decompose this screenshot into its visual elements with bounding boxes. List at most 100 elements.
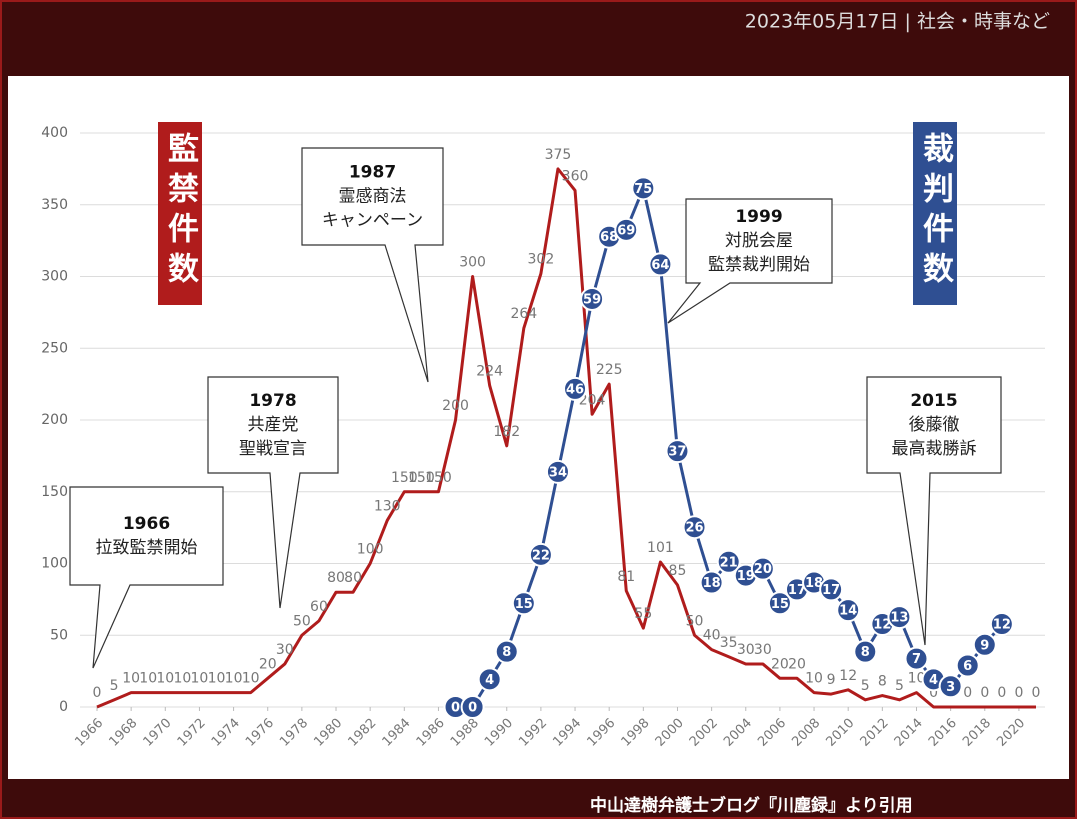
marker bbox=[460, 695, 485, 719]
marker-label: 15 bbox=[771, 597, 789, 612]
marker bbox=[716, 549, 741, 574]
value-label: 35 bbox=[720, 635, 738, 651]
callout-text: 霊感商法 bbox=[339, 187, 407, 207]
legend-label: 監禁件数 bbox=[162, 132, 199, 292]
marker-label: 59 bbox=[583, 292, 601, 307]
marker bbox=[887, 605, 912, 630]
marker-label: 22 bbox=[532, 548, 550, 563]
marker-label: 3 bbox=[946, 680, 955, 695]
marker bbox=[938, 674, 963, 699]
marker bbox=[580, 286, 605, 311]
marker bbox=[563, 376, 588, 401]
marker bbox=[682, 515, 707, 540]
callout bbox=[207, 376, 339, 609]
callout-title: 1978 bbox=[249, 391, 296, 411]
marker-label: 69 bbox=[617, 223, 635, 238]
value-label: 0 bbox=[929, 685, 938, 701]
callout bbox=[69, 486, 224, 669]
value-label: 40 bbox=[703, 628, 721, 644]
value-label: 264 bbox=[510, 306, 537, 322]
callout bbox=[301, 147, 444, 383]
value-label: 10 bbox=[191, 671, 209, 687]
value-label: 10 bbox=[139, 671, 157, 687]
value-label: 10 bbox=[908, 671, 926, 687]
callout-text: 後藤徹 bbox=[909, 415, 960, 435]
marker bbox=[648, 252, 673, 277]
callout-text: キャンペーン bbox=[322, 211, 423, 231]
value-label: 8 bbox=[878, 674, 887, 690]
value-label: 302 bbox=[528, 252, 555, 268]
marker-label: 75 bbox=[634, 182, 652, 197]
y-tick-label: 250 bbox=[41, 340, 68, 356]
marker-label: 9 bbox=[980, 638, 989, 653]
marker bbox=[699, 570, 724, 595]
value-label: 10 bbox=[156, 671, 174, 687]
marker-label: 14 bbox=[839, 604, 857, 619]
value-label: 0 bbox=[997, 685, 1006, 701]
marker-label: 0 bbox=[451, 701, 460, 716]
marker bbox=[819, 577, 844, 602]
header: 2023年05月17日 | 社会・時事など bbox=[745, 11, 1050, 33]
marker-label: 26 bbox=[685, 521, 703, 536]
value-label: 55 bbox=[634, 606, 652, 622]
y-tick-label: 300 bbox=[41, 269, 68, 285]
marker-label: 17 bbox=[822, 583, 840, 598]
y-tick-label: 150 bbox=[41, 484, 68, 500]
y-tick-label: 50 bbox=[50, 627, 68, 643]
marker-label: 8 bbox=[502, 645, 511, 660]
marker bbox=[836, 598, 861, 623]
callout-title: 1999 bbox=[735, 207, 782, 227]
marker-label: 15 bbox=[515, 597, 533, 612]
marker bbox=[750, 556, 775, 581]
value-label: 130 bbox=[374, 498, 401, 514]
marker bbox=[767, 591, 792, 616]
marker bbox=[989, 612, 1014, 637]
marker-label: 34 bbox=[549, 465, 567, 480]
value-label: 101 bbox=[647, 540, 674, 556]
marker bbox=[614, 217, 639, 242]
marker bbox=[477, 667, 502, 692]
marker-label: 20 bbox=[754, 562, 772, 577]
value-label: 0 bbox=[963, 685, 972, 701]
footer: 中山達樹弁護士ブログ『川塵録』より引用 bbox=[590, 795, 913, 816]
callout bbox=[866, 376, 1002, 646]
callout-text: 対脱会屋 bbox=[725, 231, 793, 251]
value-label: 5 bbox=[110, 678, 119, 694]
marker bbox=[528, 542, 553, 567]
marker-label: 21 bbox=[720, 555, 738, 570]
value-label: 300 bbox=[459, 255, 486, 271]
marker-label: 13 bbox=[890, 611, 908, 626]
callout-text: 最高裁勝訴 bbox=[892, 439, 977, 459]
marker bbox=[972, 632, 997, 657]
y-tick-label: 100 bbox=[41, 556, 68, 572]
marker bbox=[853, 639, 878, 664]
value-label: 50 bbox=[293, 613, 311, 629]
value-label: 150 bbox=[408, 470, 435, 486]
value-label: 0 bbox=[93, 685, 102, 701]
value-label: 10 bbox=[173, 671, 191, 687]
marker-label: 12 bbox=[873, 618, 891, 633]
value-label: 10 bbox=[208, 671, 226, 687]
legend-box bbox=[158, 122, 202, 305]
value-label: 150 bbox=[425, 470, 452, 486]
marker-label: 18 bbox=[805, 576, 823, 591]
marker-label: 8 bbox=[861, 645, 870, 660]
marker-label: 6 bbox=[963, 659, 972, 674]
value-label: 80 bbox=[327, 570, 345, 586]
marker bbox=[665, 439, 690, 464]
value-label: 50 bbox=[686, 613, 704, 629]
marker-label: 64 bbox=[651, 258, 669, 273]
value-label: 12 bbox=[839, 668, 857, 684]
value-label: 10 bbox=[242, 671, 260, 687]
value-label: 20 bbox=[788, 656, 806, 672]
marker-label: 18 bbox=[703, 576, 721, 591]
value-label: 30 bbox=[754, 642, 772, 658]
callout-text: 拉致監禁開始 bbox=[96, 538, 198, 558]
callout-text: 共産党 bbox=[248, 415, 299, 435]
callout-title: 1987 bbox=[349, 163, 396, 183]
value-label: 5 bbox=[895, 678, 904, 694]
value-label: 182 bbox=[493, 424, 520, 440]
marker-label: 0 bbox=[468, 701, 477, 716]
marker bbox=[631, 176, 656, 201]
